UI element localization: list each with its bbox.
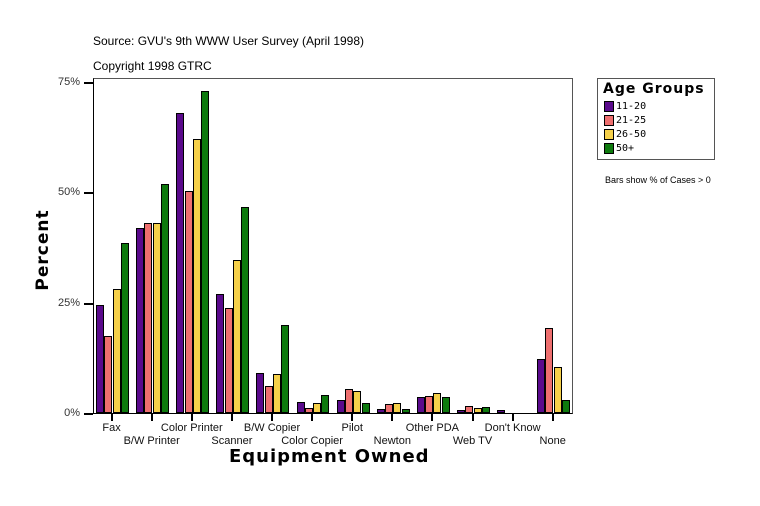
legend-label: 26-50	[616, 129, 647, 140]
x-tick	[190, 414, 193, 421]
bar	[304, 407, 313, 413]
x-tick-label: Other PDA	[405, 422, 459, 434]
bar	[273, 374, 281, 413]
legend-swatch-icon	[604, 115, 614, 126]
x-tick-label: Color Printer	[160, 422, 223, 434]
legend-item: 26-50	[604, 129, 646, 141]
bar	[553, 367, 562, 413]
bar	[425, 396, 434, 413]
legend-item: 11-20	[604, 101, 646, 113]
bar	[232, 259, 241, 413]
bar	[256, 373, 265, 413]
x-tick	[511, 414, 514, 421]
x-tick	[311, 414, 314, 421]
legend-item: 50+	[604, 143, 634, 155]
y-tick	[84, 413, 93, 415]
legend-label: 11-20	[616, 101, 647, 112]
x-tick-label: Don't Know	[484, 422, 541, 434]
bar	[96, 304, 104, 413]
bar	[176, 112, 185, 413]
chart-note: Bars show % of Cases > 0	[605, 175, 711, 185]
x-axis-title: Equipment Owned	[229, 446, 430, 467]
y-tick-label: 75%	[57, 76, 80, 88]
bar	[537, 359, 546, 413]
bar	[361, 402, 370, 413]
bar	[393, 402, 402, 413]
bar	[497, 410, 505, 413]
y-axis-title: Percent	[33, 209, 53, 291]
x-tick	[431, 414, 434, 421]
x-tick-label: Newton	[373, 435, 411, 447]
bar	[385, 404, 393, 413]
bar	[161, 183, 169, 413]
x-tick-label: Fax	[102, 422, 121, 434]
bar	[224, 307, 233, 413]
x-tick	[271, 414, 273, 421]
bar	[416, 397, 425, 413]
legend-swatch-icon	[604, 129, 614, 140]
bar	[296, 401, 305, 413]
legend-swatch-icon	[604, 143, 614, 154]
x-tick	[551, 414, 554, 421]
x-tick-label: Color Copier	[281, 435, 343, 447]
copyright-caption: Copyright 1998 GTRC	[93, 59, 212, 73]
x-tick-label: B/W Copier	[243, 422, 301, 434]
legend-label: 50+	[616, 143, 635, 154]
legend-swatch-icon	[604, 101, 614, 112]
bar	[144, 223, 153, 413]
bar	[562, 399, 570, 413]
bar	[401, 408, 410, 413]
bar	[192, 139, 201, 413]
bar	[336, 399, 345, 413]
y-tick-label: 0%	[64, 407, 80, 419]
bar	[281, 324, 290, 413]
bar	[184, 191, 193, 413]
legend-item: 21-25	[604, 115, 646, 127]
x-tick	[471, 414, 474, 421]
legend-title: Age Groups	[603, 81, 705, 97]
bar	[433, 393, 442, 413]
bar	[481, 406, 490, 413]
bar	[120, 243, 129, 413]
bar	[376, 409, 385, 413]
y-tick	[84, 302, 93, 305]
bar	[112, 289, 121, 413]
bar	[473, 407, 482, 413]
bar	[344, 389, 353, 413]
bar	[264, 386, 273, 413]
y-tick	[84, 192, 93, 195]
x-tick	[351, 414, 354, 421]
x-tick	[230, 414, 233, 421]
x-tick-label: None	[539, 435, 566, 447]
x-tick-label: Scanner	[211, 435, 253, 447]
x-tick-label: Web TV	[452, 435, 493, 447]
bar	[441, 397, 450, 413]
bar	[545, 327, 554, 413]
legend-label: 21-25	[616, 115, 647, 126]
x-tick-label: Pilot	[341, 422, 363, 434]
x-tick-label: B/W Printer	[123, 435, 180, 447]
bar	[152, 223, 161, 413]
bar	[216, 293, 225, 413]
x-tick	[150, 414, 153, 421]
bar	[321, 394, 330, 413]
legend: Age Groups 11-20 21-25 26-50 50+	[597, 78, 715, 160]
bar	[104, 335, 113, 413]
bar	[201, 90, 210, 413]
x-tick	[110, 414, 113, 421]
bar	[353, 390, 362, 413]
bar	[465, 405, 474, 413]
source-caption: Source: GVU's 9th WWW User Survey (April…	[93, 34, 365, 48]
y-tick-label: 50%	[57, 186, 80, 199]
bar	[313, 402, 322, 413]
x-tick	[391, 414, 394, 421]
plot-area	[93, 78, 573, 414]
y-tick-label: 25%	[57, 296, 80, 309]
bar	[136, 227, 145, 413]
y-tick	[84, 82, 93, 84]
bar	[241, 206, 250, 413]
bar	[456, 409, 465, 413]
